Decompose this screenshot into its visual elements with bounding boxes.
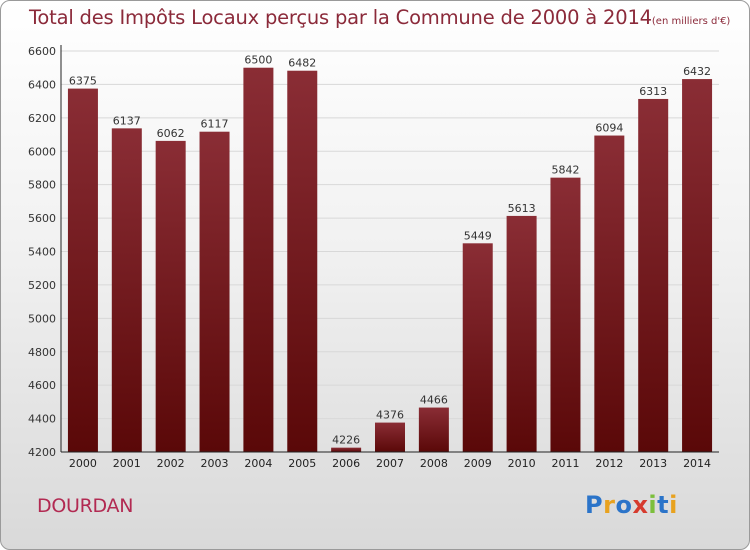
bar-value-label: 6432	[683, 65, 711, 78]
bar	[550, 177, 581, 452]
x-tick-label: 2010	[508, 457, 536, 470]
x-tick-label: 2008	[420, 457, 448, 470]
bar-value-label: 4376	[376, 409, 404, 422]
bar-value-label: 6500	[244, 54, 272, 67]
x-tick-label: 2002	[157, 457, 185, 470]
x-tick-label: 2012	[595, 457, 623, 470]
x-tick-labels: 2000 2001 2002 2003 2004 2005 2006 2007 2008 2009…	[69, 457, 711, 470]
chart-title-block: Total des Impôts Locaux perçus par la Co…	[29, 6, 730, 29]
y-tick-label: 6200	[28, 112, 56, 125]
x-tick-label: 2013	[639, 457, 667, 470]
x-tick-label: 2004	[244, 457, 272, 470]
value-labels: 6375 6137 6062 6117 6500 6482 4226 4376 4466 5449…	[69, 54, 711, 447]
bar-value-label: 6137	[113, 114, 141, 127]
x-tick-label: 2011	[551, 457, 579, 470]
bar	[418, 407, 449, 452]
x-tick-label: 2005	[288, 457, 316, 470]
x-tick-label: 2014	[683, 457, 711, 470]
bar	[155, 140, 186, 452]
bar	[287, 70, 318, 453]
bar	[243, 67, 274, 452]
bar-value-label: 4226	[332, 434, 360, 447]
y-tick-label: 4800	[28, 346, 56, 359]
bars	[67, 67, 713, 453]
bar	[506, 215, 537, 452]
y-tick-label: 5600	[28, 212, 56, 225]
bar	[638, 98, 669, 453]
logo-letter: x	[632, 491, 649, 519]
bar	[462, 243, 493, 452]
bar	[67, 88, 98, 452]
proxiti-logo: Proxiti	[585, 491, 678, 519]
chart-title: Total des Impôts Locaux perçus par la Co…	[29, 6, 652, 29]
chart-unit: (en milliers d'€)	[651, 16, 731, 27]
bar-value-label: 5842	[551, 164, 579, 177]
y-tick-label: 6600	[28, 45, 56, 58]
x-tick-label: 2006	[332, 457, 360, 470]
logo-letter: o	[615, 491, 633, 519]
bar	[375, 422, 405, 452]
bar-value-label: 6482	[288, 57, 316, 70]
y-tick-label: 6000	[28, 145, 56, 158]
bar-value-label: 6313	[639, 85, 667, 98]
logo-letter: i	[669, 491, 678, 519]
y-tick-label: 6400	[28, 78, 56, 91]
y-tick-label: 4200	[28, 446, 56, 459]
bar	[111, 128, 142, 452]
bar-value-label: 6094	[595, 122, 623, 135]
logo-letter: P	[585, 491, 604, 519]
logo-letter: i	[648, 491, 658, 519]
commune-name: DOURDAN	[37, 495, 134, 517]
y-tick-labels: 4200 4400 4600 4800 5000 5200 5400 5600 5800 6000…	[28, 45, 56, 459]
x-tick-label: 2007	[376, 457, 404, 470]
y-tick-label: 5400	[28, 246, 56, 259]
bar-value-label: 6117	[201, 118, 229, 131]
bar	[682, 79, 713, 452]
logo-letter: r	[603, 491, 616, 519]
y-tick-label: 5800	[28, 179, 56, 192]
bar-value-label: 4466	[420, 394, 448, 407]
bar	[594, 135, 625, 452]
y-tick-label: 5000	[28, 312, 56, 325]
bar-value-label: 6062	[157, 127, 185, 140]
bar	[199, 131, 230, 453]
bar	[331, 447, 362, 452]
bar-value-label: 6375	[69, 75, 97, 88]
x-tick-label: 2000	[69, 457, 97, 470]
x-tick-label: 2009	[464, 457, 492, 470]
y-tick-label: 4400	[28, 413, 56, 426]
y-tick-label: 4600	[28, 379, 56, 392]
logo-letter: t	[657, 491, 670, 519]
x-tick-label: 2003	[201, 457, 229, 470]
y-tick-label: 5200	[28, 279, 56, 292]
bar-value-label: 5613	[508, 202, 536, 215]
axes	[60, 45, 719, 453]
bar-value-label: 5449	[464, 229, 492, 242]
x-tick-label: 2001	[113, 457, 141, 470]
